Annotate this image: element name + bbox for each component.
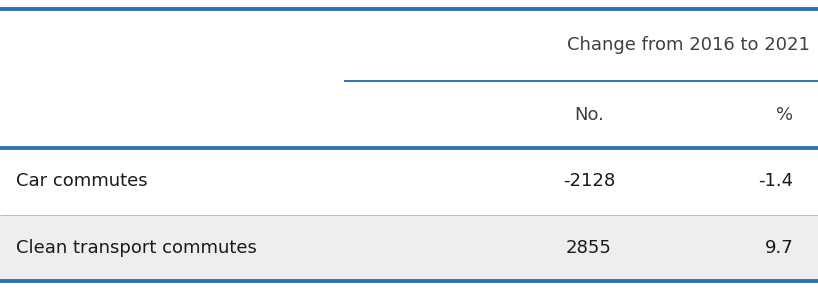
Text: Change from 2016 to 2021: Change from 2016 to 2021: [567, 36, 810, 54]
Text: -1.4: -1.4: [758, 172, 793, 190]
Text: 2855: 2855: [566, 239, 612, 257]
Text: 9.7: 9.7: [765, 239, 793, 257]
Text: Car commutes: Car commutes: [16, 172, 148, 190]
Bar: [0, 215, 818, 281]
Text: Clean transport commutes: Clean transport commutes: [16, 239, 257, 257]
Text: %: %: [776, 106, 793, 124]
Text: -2128: -2128: [563, 172, 615, 190]
Text: No.: No.: [574, 106, 604, 124]
